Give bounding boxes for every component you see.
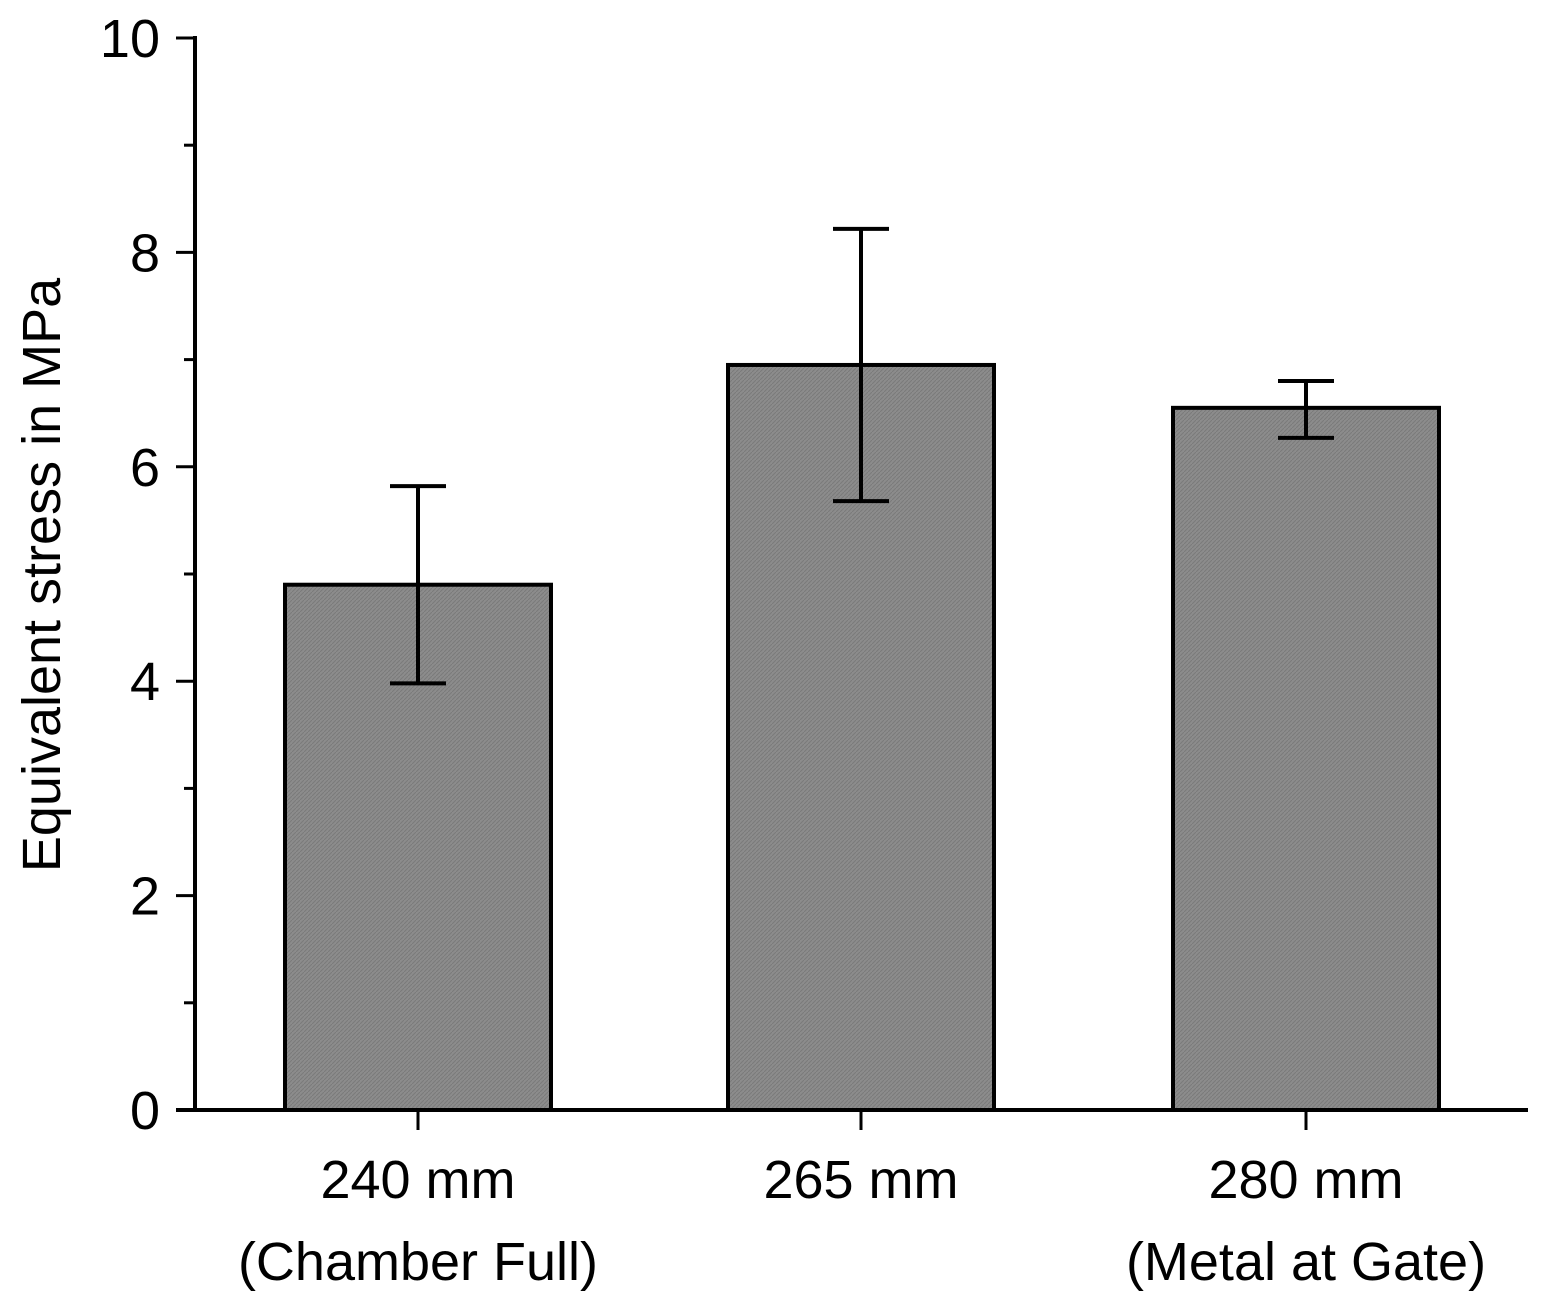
error-bars-layer [390,226,1334,686]
y-tick-label-4: 4 [130,652,160,712]
x-tick-label-1: 240 mm [320,1150,515,1210]
axes-layer [176,36,1528,1130]
x-tick-sublabel-3: (Metal at Gate) [1126,1232,1486,1292]
x-tick-label-2: 265 mm [763,1150,958,1210]
x-tick-label-3: 280 mm [1208,1150,1403,1210]
y-tick-label-2: 2 [130,867,160,927]
x-tick-sublabel-1: (Chamber Full) [238,1232,598,1292]
labels-layer: 240 mm (Chamber Full) 265 mm 280 mm (Metal a… [100,9,1486,1292]
y-axis-title: Equivalent stress in MPa [12,277,72,872]
y-tick-label-10: 10 [100,9,160,69]
bar-3 [1171,405,1441,1112]
y-tick-label-8: 8 [130,223,160,283]
y-tick-label-6: 6 [130,438,160,498]
y-tick-label-0: 0 [130,1081,160,1141]
